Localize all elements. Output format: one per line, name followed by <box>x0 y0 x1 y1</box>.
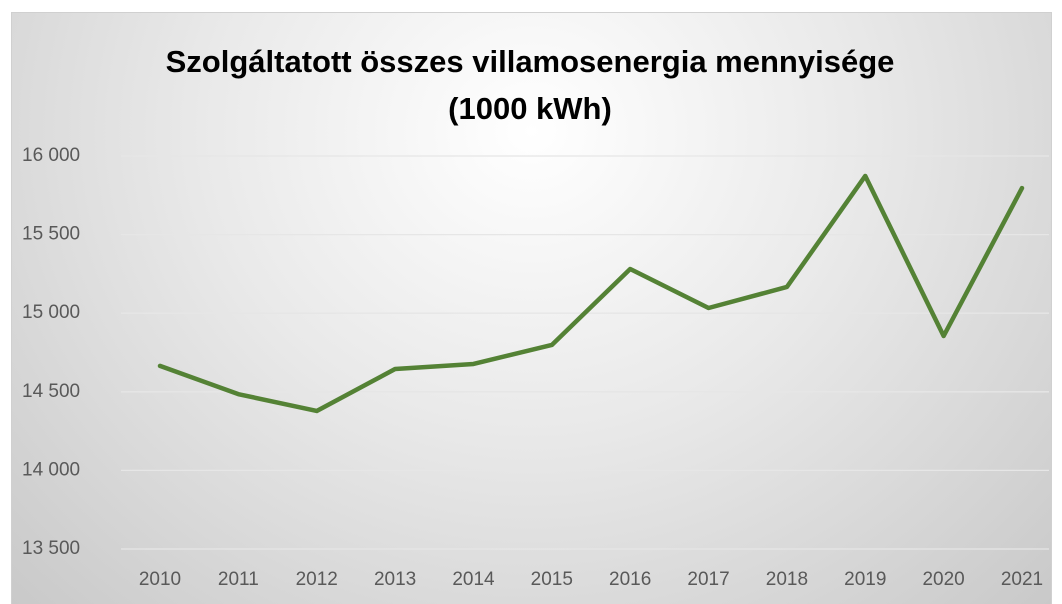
data-line <box>157 173 1025 414</box>
y-tick-label: 16 000 <box>22 145 80 166</box>
y-tick-label: 14 000 <box>22 459 80 480</box>
x-tick-label: 2021 <box>1001 569 1043 590</box>
y-tick-label: 15 500 <box>22 224 80 245</box>
x-tick-label: 2011 <box>218 569 259 590</box>
x-tick-label: 2016 <box>609 569 651 590</box>
x-tick-label: 2019 <box>844 569 886 590</box>
x-tick-label: 2018 <box>766 569 808 590</box>
x-tick-label: 2012 <box>296 569 338 590</box>
x-tick-label: 2017 <box>687 569 729 590</box>
chart-frame <box>11 12 1052 604</box>
x-tick-label: 2015 <box>531 569 573 590</box>
x-tick-label: 2010 <box>139 569 181 590</box>
x-tick-label: 2014 <box>452 569 495 590</box>
x-tick-label: 2020 <box>922 569 964 590</box>
y-tick-label: 13 500 <box>22 538 80 559</box>
y-tick-label: 15 000 <box>22 302 80 323</box>
x-tick-label: 2013 <box>374 569 416 590</box>
y-tick-label: 14 500 <box>22 381 80 402</box>
chart-title: Szolgáltatott összes villamosenergia men… <box>165 44 895 126</box>
